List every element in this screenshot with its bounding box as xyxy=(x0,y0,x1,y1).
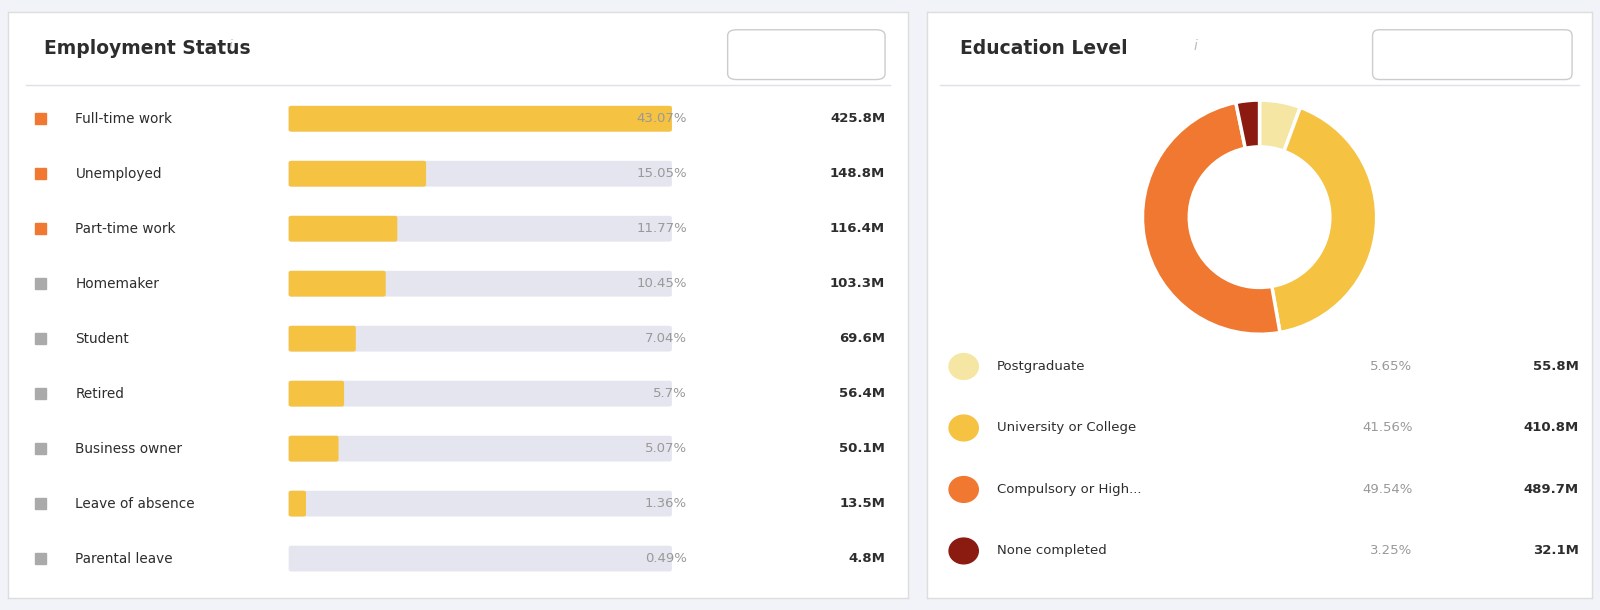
Text: 5.7%: 5.7% xyxy=(653,387,686,400)
Text: 49.54%: 49.54% xyxy=(1362,483,1413,496)
Text: Business owner: Business owner xyxy=(75,442,182,456)
Text: 116.4M: 116.4M xyxy=(830,222,885,235)
Text: Parental leave: Parental leave xyxy=(75,551,173,565)
Text: Education Level: Education Level xyxy=(960,38,1128,57)
Circle shape xyxy=(949,354,978,379)
FancyBboxPatch shape xyxy=(288,161,672,187)
FancyBboxPatch shape xyxy=(288,436,339,462)
Text: 43.07%: 43.07% xyxy=(637,112,686,125)
Bar xyxy=(35,498,46,509)
Text: 41.56%: 41.56% xyxy=(1362,422,1413,434)
Bar xyxy=(35,443,46,454)
Text: University or College: University or College xyxy=(997,422,1136,434)
Bar xyxy=(35,113,46,124)
Text: Retired: Retired xyxy=(75,387,125,401)
Text: 410.8M: 410.8M xyxy=(1523,422,1579,434)
Circle shape xyxy=(949,476,978,503)
Text: Postgraduate: Postgraduate xyxy=(997,360,1085,373)
Text: 489.7M: 489.7M xyxy=(1523,483,1579,496)
Text: 4.8M: 4.8M xyxy=(848,552,885,565)
Text: Homemaker: Homemaker xyxy=(75,277,160,291)
Text: Unemployed: Unemployed xyxy=(75,167,162,181)
FancyBboxPatch shape xyxy=(288,106,672,132)
Text: None completed: None completed xyxy=(997,545,1107,558)
FancyBboxPatch shape xyxy=(288,106,672,132)
FancyBboxPatch shape xyxy=(288,326,355,351)
Text: ⬆ Export: ⬆ Export xyxy=(1446,48,1499,61)
FancyBboxPatch shape xyxy=(728,30,885,79)
FancyBboxPatch shape xyxy=(288,546,672,572)
Text: 13.5M: 13.5M xyxy=(838,497,885,510)
Text: 148.8M: 148.8M xyxy=(830,167,885,180)
Text: 103.3M: 103.3M xyxy=(830,277,885,290)
Text: Leave of absence: Leave of absence xyxy=(75,497,195,511)
Circle shape xyxy=(949,538,978,564)
Bar xyxy=(35,553,46,564)
FancyBboxPatch shape xyxy=(288,490,672,517)
Text: 56.4M: 56.4M xyxy=(838,387,885,400)
Text: 1.36%: 1.36% xyxy=(645,497,686,510)
Text: Employment Status: Employment Status xyxy=(43,38,251,57)
Bar xyxy=(35,223,46,234)
Text: i: i xyxy=(1194,38,1197,52)
Text: Full-time work: Full-time work xyxy=(75,112,173,126)
FancyBboxPatch shape xyxy=(288,216,672,242)
Text: 55.8M: 55.8M xyxy=(1533,360,1579,373)
FancyBboxPatch shape xyxy=(288,436,672,462)
Text: 69.6M: 69.6M xyxy=(838,332,885,345)
Text: Compulsory or High...: Compulsory or High... xyxy=(997,483,1141,496)
Circle shape xyxy=(949,415,978,441)
FancyBboxPatch shape xyxy=(1373,30,1573,79)
Text: 50.1M: 50.1M xyxy=(838,442,885,455)
Bar xyxy=(35,278,46,289)
Text: 32.1M: 32.1M xyxy=(1533,545,1579,558)
Text: Part-time work: Part-time work xyxy=(75,221,176,235)
FancyBboxPatch shape xyxy=(288,216,397,242)
Text: Student: Student xyxy=(75,332,130,346)
FancyBboxPatch shape xyxy=(288,161,426,187)
FancyBboxPatch shape xyxy=(288,381,344,406)
Text: 0.49%: 0.49% xyxy=(645,552,686,565)
Text: 5.07%: 5.07% xyxy=(645,442,686,455)
FancyBboxPatch shape xyxy=(288,381,672,406)
Text: 5.65%: 5.65% xyxy=(1370,360,1413,373)
FancyBboxPatch shape xyxy=(288,490,306,517)
Bar xyxy=(35,389,46,399)
Text: 425.8M: 425.8M xyxy=(830,112,885,125)
Text: 15.05%: 15.05% xyxy=(637,167,686,180)
Text: i: i xyxy=(229,38,232,52)
Bar xyxy=(35,334,46,344)
Text: 10.45%: 10.45% xyxy=(637,277,686,290)
FancyBboxPatch shape xyxy=(288,271,386,296)
Text: 7.04%: 7.04% xyxy=(645,332,686,345)
FancyBboxPatch shape xyxy=(288,271,672,296)
Text: ⬆ Export: ⬆ Export xyxy=(781,48,834,61)
Text: 11.77%: 11.77% xyxy=(637,222,686,235)
FancyBboxPatch shape xyxy=(288,326,672,351)
Text: 3.25%: 3.25% xyxy=(1370,545,1413,558)
Bar xyxy=(35,168,46,179)
